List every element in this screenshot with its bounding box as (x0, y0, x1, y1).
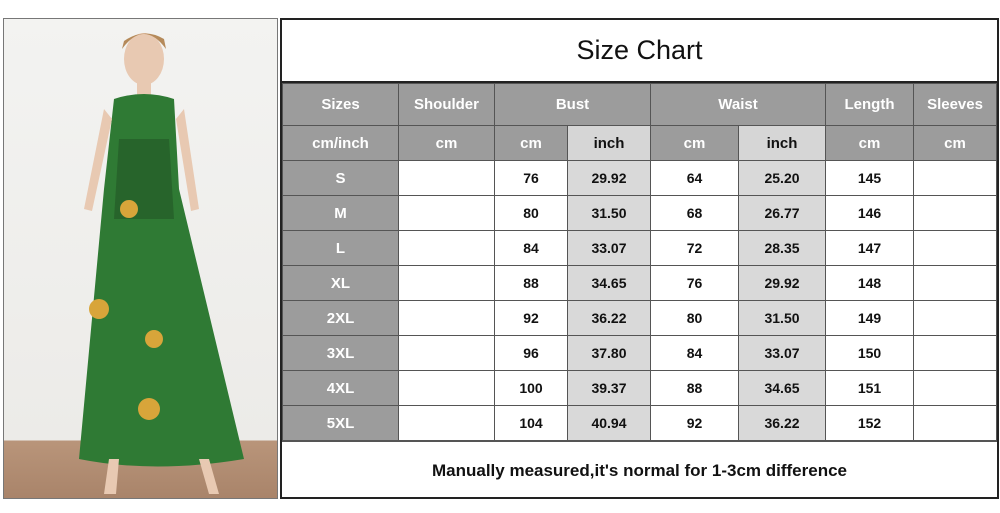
size-value: 72 (650, 230, 739, 266)
product-photo (3, 18, 278, 499)
size-value (398, 230, 495, 266)
size-value: 28.35 (737, 230, 827, 266)
size-value: 152 (825, 405, 915, 441)
table-row: 3XL 96 37.80 84 33.07 150 (282, 335, 997, 371)
size-value: 29.92 (737, 265, 827, 301)
size-value (913, 160, 997, 196)
size-value (913, 370, 997, 406)
size-chart: Size Chart Sizes Shoulder Bust Waist Len… (280, 18, 999, 499)
header-sleeves: Sleeves (913, 83, 997, 126)
size-value: 39.37 (567, 370, 651, 406)
size-value: 148 (825, 265, 915, 301)
size-value: 100 (494, 370, 568, 406)
size-value (398, 300, 495, 336)
unit-cell: cm (650, 125, 739, 161)
unit-cell: cm/inch (282, 125, 399, 161)
table-row: 5XL 104 40.94 92 36.22 152 (282, 405, 997, 441)
table-row: L 84 33.07 72 28.35 147 (282, 230, 997, 266)
size-value: 92 (494, 300, 568, 336)
size-value: 26.77 (737, 195, 827, 231)
size-value: 33.07 (737, 335, 827, 371)
size-value (398, 370, 495, 406)
chart-title: Size Chart (282, 20, 997, 83)
size-value: 25.20 (737, 160, 827, 196)
size-value (913, 195, 997, 231)
size-table: Sizes Shoulder Bust Waist Length Sleeves… (282, 83, 997, 441)
size-value: 33.07 (567, 230, 651, 266)
size-value: 34.65 (737, 370, 827, 406)
size-value (398, 265, 495, 301)
size-value (398, 405, 495, 441)
size-value: 36.22 (567, 300, 651, 336)
size-label: M (282, 195, 399, 231)
header-waist: Waist (649, 83, 827, 126)
size-value: 88 (650, 370, 739, 406)
table-row: S 76 29.92 64 25.20 145 (282, 160, 997, 196)
header-row: Sizes Shoulder Bust Waist Length Sleeves (282, 83, 997, 126)
header-length: Length (825, 83, 915, 126)
unit-cell: cm (398, 125, 495, 161)
size-value: 146 (825, 195, 915, 231)
unit-cell: cm (494, 125, 568, 161)
size-label: S (282, 160, 399, 196)
size-value: 151 (825, 370, 915, 406)
size-label: 3XL (282, 335, 399, 371)
size-value (913, 300, 997, 336)
size-value: 84 (650, 335, 739, 371)
units-row: cm/inch cm cm inch cm inch cm cm (282, 125, 997, 161)
size-value: 37.80 (567, 335, 651, 371)
size-label: 4XL (282, 370, 399, 406)
size-value (398, 335, 495, 371)
size-value (398, 160, 495, 196)
size-value: 31.50 (567, 195, 651, 231)
size-value: 34.65 (567, 265, 651, 301)
table-row: XL 88 34.65 76 29.92 148 (282, 265, 997, 301)
size-value: 80 (650, 300, 739, 336)
size-value: 150 (825, 335, 915, 371)
unit-cell: inch (567, 125, 651, 161)
size-value: 80 (494, 195, 568, 231)
header-bust: Bust (494, 83, 651, 126)
size-value: 29.92 (567, 160, 651, 196)
measurement-note: Manually measured,it's normal for 1-3cm … (282, 441, 997, 500)
size-value: 147 (825, 230, 915, 266)
size-value: 76 (650, 265, 739, 301)
size-value: 88 (494, 265, 568, 301)
unit-cell: cm (913, 125, 997, 161)
size-value: 149 (825, 300, 915, 336)
size-label: 5XL (282, 405, 399, 441)
header-sizes: Sizes (282, 83, 399, 126)
size-label: L (282, 230, 399, 266)
size-value: 84 (494, 230, 568, 266)
table-row: M 80 31.50 68 26.77 146 (282, 195, 997, 231)
size-value: 36.22 (737, 405, 827, 441)
size-value: 64 (650, 160, 739, 196)
size-value: 104 (494, 405, 568, 441)
size-value: 92 (650, 405, 739, 441)
table-row: 4XL 100 39.37 88 34.65 151 (282, 370, 997, 406)
size-value (913, 335, 997, 371)
unit-cell: cm (825, 125, 915, 161)
size-value: 68 (650, 195, 739, 231)
header-shoulder: Shoulder (398, 83, 495, 126)
size-value (913, 230, 997, 266)
size-value (398, 195, 495, 231)
size-label: 2XL (282, 300, 399, 336)
unit-cell: inch (737, 125, 827, 161)
size-value (913, 265, 997, 301)
size-value: 145 (825, 160, 915, 196)
model-in-dress-image (79, 33, 244, 494)
size-label: XL (282, 265, 399, 301)
table-row: 2XL 92 36.22 80 31.50 149 (282, 300, 997, 336)
size-value: 40.94 (567, 405, 651, 441)
size-value (913, 405, 997, 441)
size-value: 76 (494, 160, 568, 196)
size-value: 31.50 (737, 300, 827, 336)
size-value: 96 (494, 335, 568, 371)
